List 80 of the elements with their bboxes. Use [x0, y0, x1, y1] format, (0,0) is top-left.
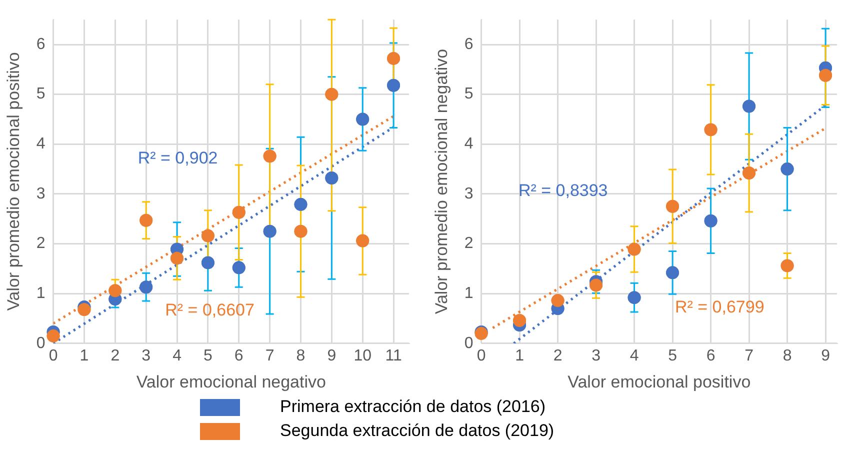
x-tick-label: 2: [110, 347, 120, 364]
point: [819, 68, 832, 82]
point: [742, 166, 756, 180]
y-tick-label: 5: [464, 86, 474, 103]
x-tick-label: 9: [327, 347, 336, 364]
point: [201, 229, 214, 242]
point: [294, 198, 308, 211]
legend-label: Segunda extracción de datos (2019): [280, 421, 554, 441]
x-tick-label: 4: [630, 347, 639, 364]
x-tick-label: 5: [668, 347, 678, 364]
point: [628, 291, 641, 304]
x-tick-label: 11: [385, 347, 402, 364]
x-tick-label: 0: [48, 347, 58, 364]
point: [108, 284, 122, 298]
x-tick-label: 3: [592, 347, 601, 364]
point: [513, 314, 526, 327]
point: [704, 123, 718, 136]
point: [780, 259, 794, 272]
point: [170, 252, 184, 265]
y-tick-label: 5: [36, 86, 46, 103]
y-tick-label: 3: [36, 185, 46, 202]
point: [628, 242, 641, 256]
point: [140, 214, 153, 227]
point: [704, 214, 718, 228]
point: [666, 266, 680, 280]
y-tick-label: 0: [464, 334, 474, 352]
y-tick-label: 0: [36, 334, 46, 352]
point: [201, 256, 214, 270]
point: [742, 100, 756, 113]
x-tick-label: 3: [142, 347, 151, 364]
y-axis-title: Valor promedio emocional positivo: [4, 52, 23, 311]
point: [263, 150, 276, 163]
x-tick-label: 0: [476, 347, 486, 364]
point: [590, 278, 603, 292]
x-tick-label: 7: [744, 347, 754, 364]
x-axis-title: Valor emocional positivo: [568, 372, 751, 392]
point: [294, 224, 308, 238]
point: [46, 329, 60, 342]
x-tick-label: 10: [354, 347, 372, 364]
y-tick-label: 6: [464, 36, 474, 53]
x-tick-label: 8: [782, 347, 792, 364]
point: [387, 78, 400, 92]
y-tick-label: 2: [464, 235, 474, 252]
x-tick-label: 6: [706, 347, 716, 364]
point: [666, 200, 680, 213]
point: [232, 261, 246, 274]
x-tick-label: 7: [265, 347, 274, 364]
point: [140, 280, 153, 294]
x-tick-label: 6: [234, 347, 244, 364]
y-tick-label: 6: [36, 36, 46, 53]
y-axis-title: Valor promedio emocional negativo: [432, 48, 451, 314]
legend-label: Primera extracción de datos (2016): [280, 397, 546, 417]
point: [356, 234, 370, 248]
x-tick-label: 2: [553, 347, 562, 364]
annotation: R² = 0,6799: [674, 297, 764, 316]
x-axis-title: Valor emocional negativo: [136, 372, 326, 392]
y-tick-label: 4: [36, 136, 46, 153]
point: [356, 112, 370, 126]
point: [325, 88, 338, 101]
annotation: R² = 0,902: [138, 148, 218, 168]
x-tick-label: 1: [80, 347, 89, 364]
point: [232, 206, 246, 219]
y-tick-label: 1: [464, 284, 474, 302]
annotation: R² = 0,8393: [518, 180, 608, 200]
annotation: R² = 0,6607: [165, 300, 254, 320]
point: [387, 52, 400, 65]
point: [780, 162, 794, 176]
x-tick-label: 1: [515, 347, 524, 364]
point: [551, 294, 564, 308]
point: [325, 172, 338, 185]
y-tick-label: 2: [36, 235, 46, 252]
y-tick-label: 3: [464, 185, 474, 202]
point: [78, 303, 91, 316]
x-tick-label: 9: [821, 347, 830, 364]
point: [263, 224, 276, 238]
x-tick-label: 4: [172, 347, 182, 364]
y-tick-label: 4: [464, 136, 474, 153]
x-tick-label: 5: [204, 347, 212, 364]
x-tick-label: 8: [296, 347, 306, 364]
y-tick-label: 1: [36, 284, 46, 302]
